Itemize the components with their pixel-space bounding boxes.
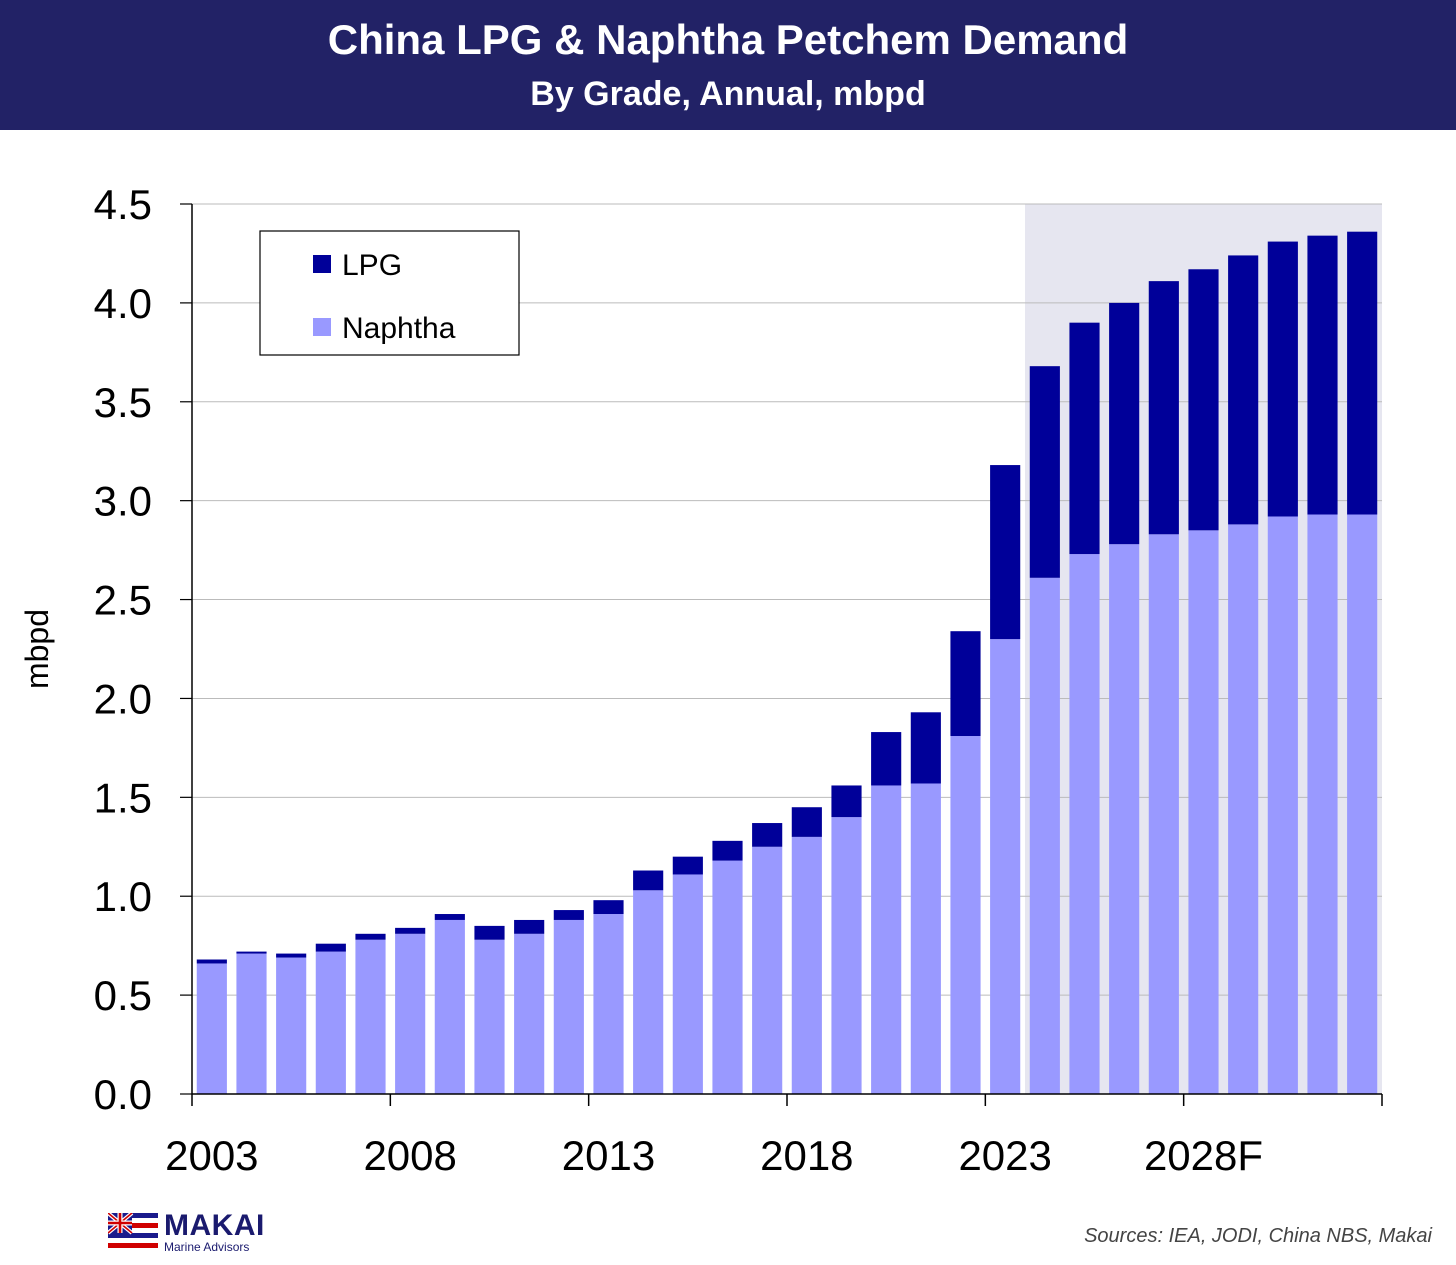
bar-naphtha [1188, 530, 1219, 1094]
bar-lpg [910, 712, 941, 784]
bar-naphtha [950, 736, 981, 1094]
bar-lpg [752, 823, 783, 847]
hawaii-flag-icon [108, 1213, 158, 1253]
bar-lpg [315, 943, 346, 952]
bar-naphtha [1069, 554, 1100, 1094]
y-tick-label: 2.0 [94, 675, 152, 722]
bar-naphtha [434, 919, 465, 1094]
bar-naphtha [553, 919, 584, 1094]
bar-naphtha [395, 933, 426, 1094]
bar-lpg [1347, 231, 1378, 515]
bar-lpg [1029, 366, 1060, 578]
bar-naphtha [1347, 514, 1378, 1094]
legend-box [259, 230, 520, 356]
bar-lpg [1228, 255, 1259, 525]
bar-naphtha [831, 817, 862, 1094]
x-tick-label: 2023 [958, 1132, 1051, 1179]
bar-lpg [395, 927, 426, 934]
logo-subtitle: Marine Advisors [164, 1240, 250, 1254]
bar-lpg [1109, 302, 1140, 545]
bar-naphtha [910, 783, 941, 1094]
bar-naphtha [990, 639, 1021, 1094]
bar-lpg [1307, 235, 1338, 515]
y-tick-label: 3.5 [94, 379, 152, 426]
bar-naphtha [236, 953, 267, 1094]
bar-lpg [1069, 322, 1100, 555]
chart-subtitle: By Grade, Annual, mbpd [530, 75, 926, 113]
bar-lpg [276, 953, 307, 958]
chart-title: China LPG & Naphtha Petchem Demand [327, 16, 1129, 63]
x-tick-label: 2008 [363, 1132, 456, 1179]
bar-naphtha [1228, 524, 1259, 1094]
bar-naphtha [276, 957, 307, 1094]
bar-lpg [791, 807, 822, 837]
makai-logo: MAKAI Marine Advisors [108, 1209, 308, 1257]
x-tick-label: 2013 [562, 1132, 655, 1179]
bar-lpg [1148, 281, 1179, 535]
bar-naphtha [474, 939, 505, 1094]
y-tick-label: 0.0 [94, 1071, 152, 1118]
stacked-bar-chart: 0.0 0.5 1.0 1.5 2.0 2.5 3.0 3.5 4.0 4.5 2003 2008 20… [19, 181, 1383, 1179]
bar-naphtha [1109, 544, 1140, 1094]
bar-lpg [990, 465, 1021, 640]
bar-naphtha [196, 963, 227, 1094]
bar-lpg [712, 840, 743, 861]
bar-naphtha [1267, 516, 1298, 1094]
bar-naphtha [1148, 534, 1179, 1094]
x-tick-label: 2028F [1144, 1132, 1263, 1179]
bar-naphtha [514, 933, 545, 1094]
bar-lpg [434, 914, 465, 920]
logo-name: MAKAI [164, 1209, 265, 1242]
bar-naphtha [791, 836, 822, 1094]
x-tick-label: 2018 [760, 1132, 853, 1179]
bar-lpg [593, 900, 624, 915]
y-tick-label: 3.0 [94, 478, 152, 525]
bar-naphtha [712, 860, 743, 1094]
bar-lpg [672, 856, 703, 875]
x-tick-label: 2003 [165, 1132, 258, 1179]
bar-naphtha [355, 939, 386, 1094]
bar-lpg [633, 870, 664, 891]
bar-naphtha [871, 785, 902, 1094]
y-tick-label: 4.5 [94, 181, 152, 228]
bar-lpg [236, 951, 267, 954]
y-tick-label: 1.5 [94, 774, 152, 821]
y-tick-label: 4.0 [94, 280, 152, 327]
y-tick-label: 1.0 [94, 873, 152, 920]
bar-lpg [514, 919, 545, 934]
y-tick-label: 0.5 [94, 972, 152, 1019]
title-banner: China LPG & Naphtha Petchem Demand By Gr… [0, 0, 1456, 130]
bar-naphtha [1029, 577, 1060, 1094]
bar-naphtha [672, 874, 703, 1094]
bar-naphtha [593, 914, 624, 1094]
bar-lpg [196, 959, 227, 964]
y-tick-label: 2.5 [94, 577, 152, 624]
bar-naphtha [315, 951, 346, 1094]
bar-naphtha [633, 890, 664, 1094]
bar-lpg [871, 732, 902, 786]
bar-naphtha [1307, 514, 1338, 1094]
bar-lpg [1188, 269, 1219, 531]
legend-label: Naphtha [342, 312, 456, 345]
bar-lpg [355, 933, 386, 940]
legend-label: LPG [342, 249, 402, 282]
bar-lpg [474, 925, 505, 940]
y-axis-label: mbpd [19, 609, 55, 689]
bar-naphtha [752, 846, 783, 1094]
sources-note: Sources: IEA, JODI, China NBS, Makai [1084, 1225, 1432, 1247]
legend-swatch [313, 318, 331, 336]
bar-lpg [553, 910, 584, 920]
bar-lpg [831, 785, 862, 818]
legend-swatch [313, 255, 331, 273]
bar-lpg [950, 631, 981, 737]
bar-lpg [1267, 241, 1298, 517]
